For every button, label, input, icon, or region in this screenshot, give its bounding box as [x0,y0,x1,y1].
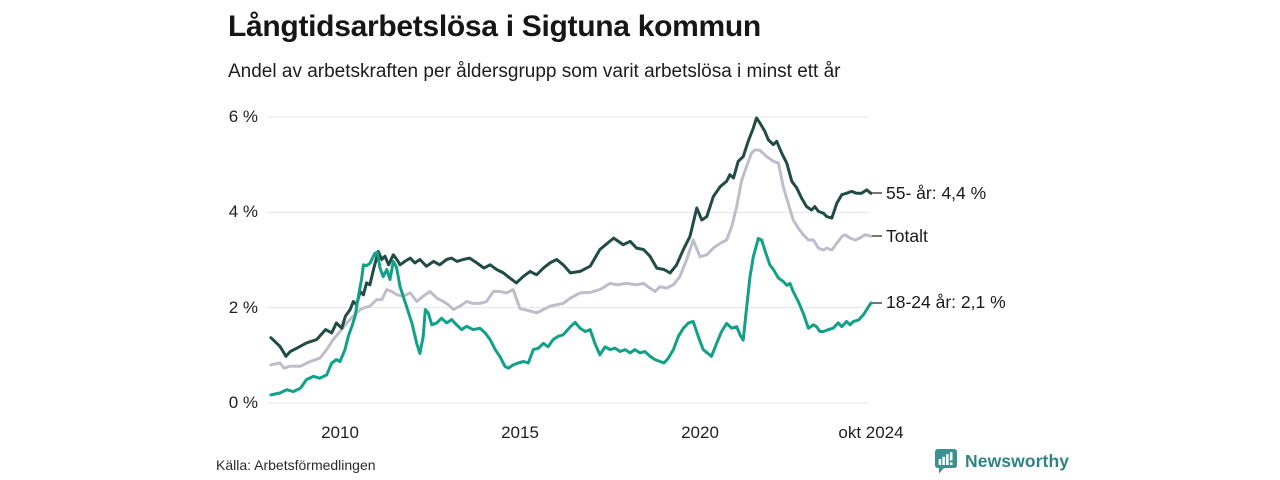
series-end-label-55-r: 55- år: 4,4 % [872,182,986,204]
chart-subtitle: Andel av arbetskraften per åldersgrupp s… [228,61,841,82]
x-tick-label: 2015 [501,423,539,442]
end-label-tick [872,301,882,304]
series-end-label-totalt: Totalt [872,225,928,247]
x-tick-label: 2010 [321,423,359,442]
newsworthy-logo-icon [935,449,957,474]
newsworthy-brand: Newsworthy [934,448,1069,474]
y-tick-label: 6 % [228,107,258,126]
newsworthy-brand-name: Newsworthy [965,450,1070,471]
y-tick-label: 2 % [228,297,258,317]
series-line-totalt [269,148,873,370]
x-tick-label: 2020 [681,423,719,442]
end-label-tick [872,235,882,238]
end-label-text: 55- år: 4,4 % [886,182,987,203]
source-note: Källa: Arbetsförmedlingen [216,457,376,473]
x-tick-label: okt 2024 [838,423,904,442]
y-tick-label: 4 % [228,202,258,222]
page-title: Långtidsarbetslösa i Sigtuna kommun [228,10,761,43]
end-label-text: Totalt [886,225,928,246]
series-line-18-24-r [269,237,873,397]
y-tick-label: 0 % [228,393,258,412]
end-label-tick [872,192,882,195]
series-line-55-r [269,116,873,358]
end-label-text: 18-24 år: 2,1 % [886,292,1006,313]
series-end-label-18-24-r: 18-24 år: 2,1 % [872,292,1006,314]
